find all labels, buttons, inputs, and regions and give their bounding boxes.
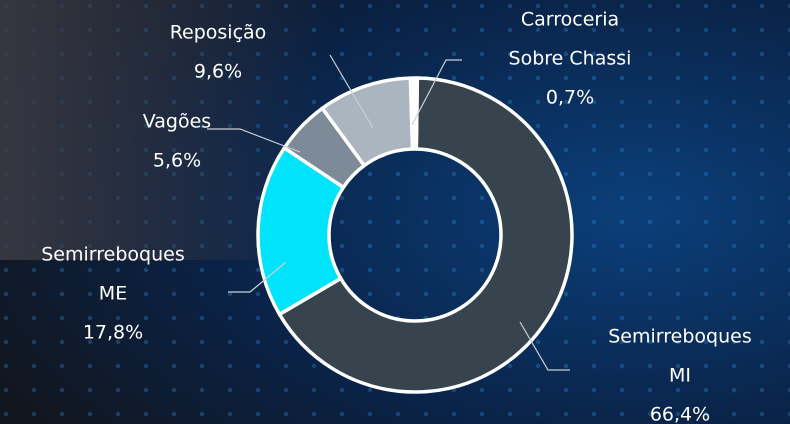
value-label: 17,8% — [83, 322, 143, 344]
category-label: ME — [99, 283, 127, 305]
value-label: 9,6% — [194, 61, 242, 83]
value-label: 5,6% — [153, 150, 201, 172]
leader-line — [519, 321, 570, 371]
donut-slice — [277, 76, 574, 394]
category-label: Semirreboques — [41, 244, 184, 266]
donut-slice — [408, 76, 420, 151]
category-label: Carroceria — [521, 9, 619, 31]
category-label: MI — [669, 365, 691, 387]
category-label: Vagões — [143, 111, 211, 133]
leader-line — [228, 261, 287, 293]
leader-line — [329, 54, 374, 129]
leader-line — [411, 59, 462, 126]
value-label: 66,4% — [650, 404, 710, 424]
category-label: Reposição — [170, 22, 267, 44]
category-label: Sobre Chassi — [509, 48, 632, 70]
value-label: 0,7% — [546, 87, 594, 109]
leader-line — [207, 128, 301, 153]
category-label: Semirreboques — [608, 326, 751, 348]
